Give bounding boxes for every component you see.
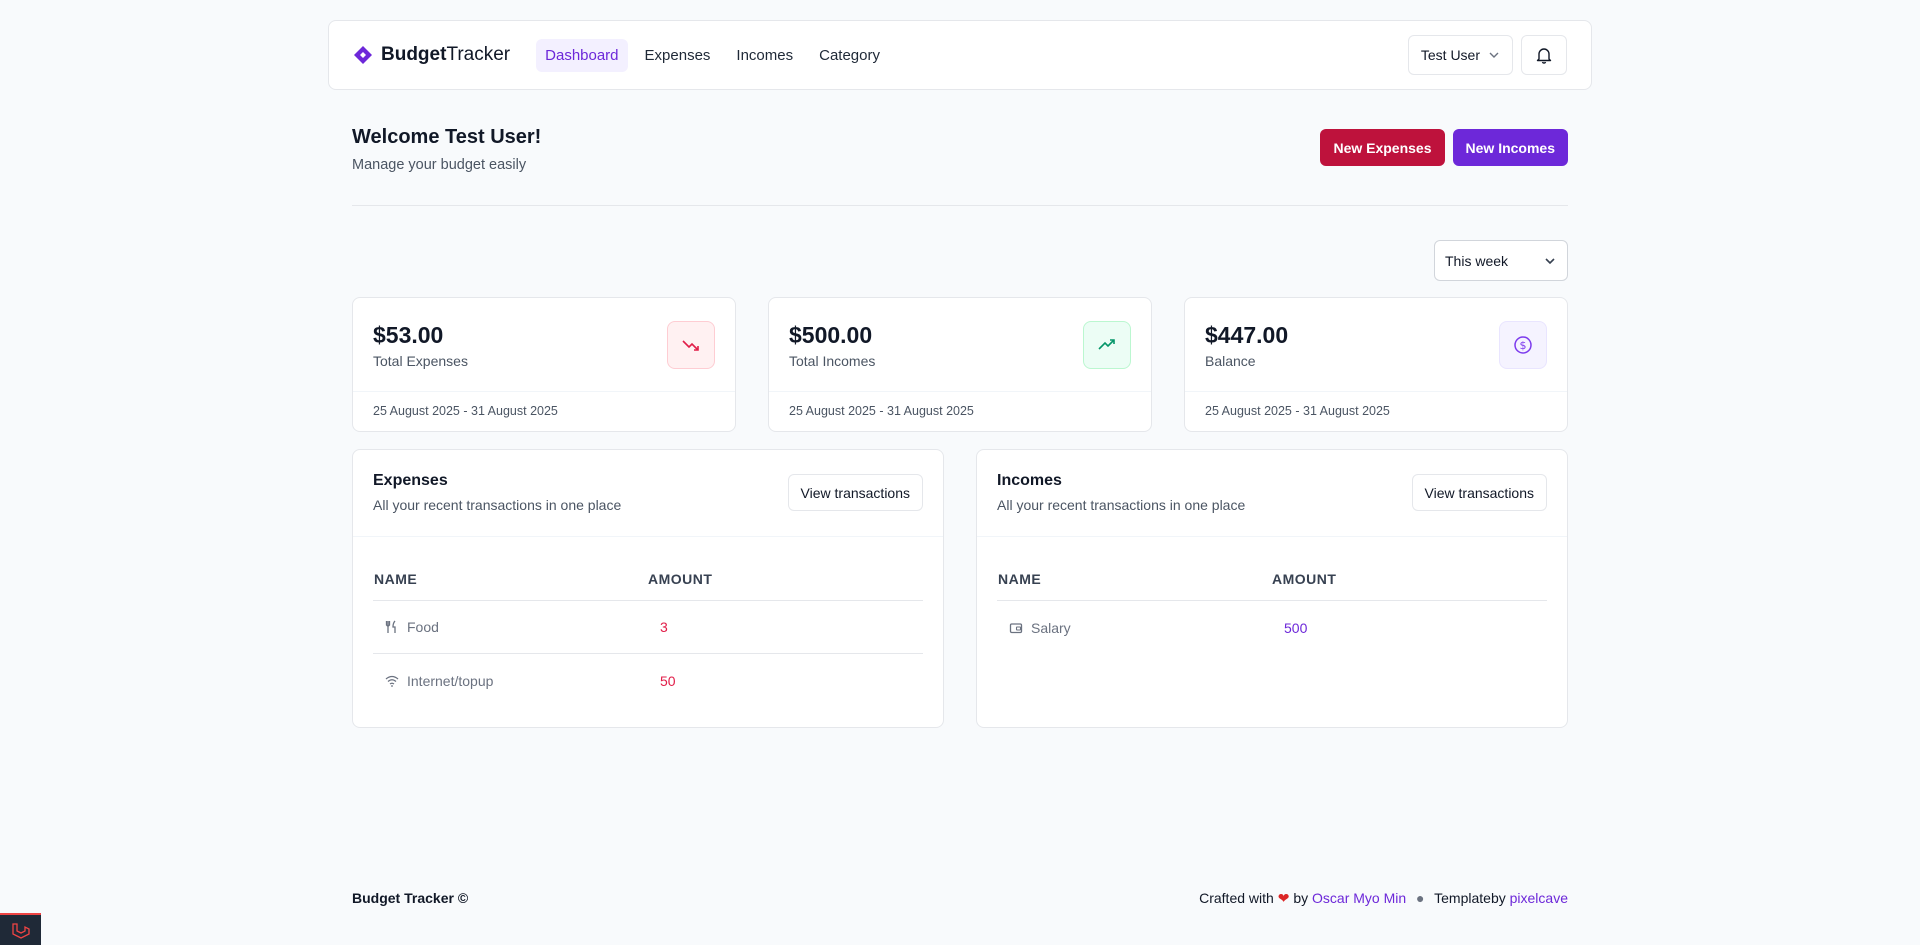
logo-text-bold: Budget — [381, 44, 447, 65]
svg-text:$: $ — [1520, 339, 1527, 352]
stat-card-balance: $447.00 Balance $ 25 August 2025 - 31 Au… — [1184, 297, 1568, 432]
nav-expenses[interactable]: Expenses — [644, 46, 711, 64]
table-row[interactable]: Internet/topup 50 — [373, 654, 923, 707]
new-incomes-button[interactable]: New Incomes — [1452, 129, 1568, 166]
footer: Budget Tracker © Crafted with ❤ by Oscar… — [352, 890, 1568, 907]
nav-incomes[interactable]: Incomes — [736, 46, 794, 64]
stat-card-expenses: $53.00 Total Expenses 25 August 2025 - 3… — [352, 297, 736, 432]
expenses-table: NAME AMOUNT Food 3 Internet/topup 50 — [373, 557, 923, 707]
footer-template-text: Templateby — [1434, 890, 1506, 906]
card-title: Expenses — [373, 472, 448, 489]
bell-icon — [1536, 48, 1552, 64]
period-selected-value: This week — [1445, 252, 1509, 269]
author-link[interactable]: Oscar Myo Min — [1312, 890, 1407, 906]
incomes-table: NAME AMOUNT Salary 500 — [997, 557, 1547, 654]
stat-label: Total Expenses — [373, 353, 468, 369]
stat-range: 25 August 2025 - 31 August 2025 — [789, 404, 974, 418]
footer-credits: Crafted with ❤ by Oscar Myo Min ● Templa… — [1199, 890, 1568, 907]
page-title: Welcome Test User! — [352, 126, 542, 148]
logo[interactable]: BudgetTracker — [353, 44, 510, 66]
stat-range: 25 August 2025 - 31 August 2025 — [373, 404, 558, 418]
row-amount: 3 — [660, 619, 668, 635]
top-navbar: BudgetTracker Dashboard Expenses Incomes… — [328, 20, 1592, 90]
logo-icon — [354, 46, 372, 64]
card-title: Incomes — [997, 472, 1062, 489]
table-row[interactable]: Food 3 — [373, 601, 923, 654]
col-header-amount: AMOUNT — [648, 570, 713, 587]
period-select[interactable]: This week — [1434, 240, 1568, 281]
col-header-name: NAME — [998, 570, 1042, 587]
incomes-card: Incomes All your recent transactions in … — [976, 449, 1568, 728]
view-incomes-button[interactable]: View transactions — [1411, 474, 1547, 511]
row-name: Internet/topup — [407, 672, 494, 689]
wallet-icon — [1009, 622, 1023, 633]
debugbar-toggle[interactable] — [0, 913, 41, 945]
chevron-down-icon — [1545, 257, 1555, 264]
stat-range: 25 August 2025 - 31 August 2025 — [1205, 404, 1390, 418]
nav-category[interactable]: Category — [819, 46, 880, 64]
col-header-amount: AMOUNT — [1272, 570, 1337, 587]
row-amount: 50 — [660, 672, 676, 689]
col-header-name: NAME — [374, 570, 418, 587]
nav-dashboard[interactable]: Dashboard — [536, 38, 628, 72]
dot-separator: ● — [1416, 890, 1425, 906]
stat-value: $447.00 — [1205, 322, 1289, 348]
utensils-icon — [385, 620, 396, 633]
expenses-card: Expenses All your recent transactions in… — [352, 449, 944, 728]
logo-text-light: Tracker — [446, 44, 511, 65]
new-expenses-button[interactable]: New Expenses — [1320, 129, 1445, 166]
user-menu-button[interactable]: Test User — [1407, 35, 1513, 75]
stat-value: $500.00 — [789, 322, 873, 348]
footer-crafted-text: Crafted with — [1199, 890, 1274, 906]
trending-down-icon — [667, 321, 715, 369]
welcome-section: Welcome Test User! Manage your budget ea… — [352, 124, 1568, 206]
user-name: Test User — [1420, 47, 1480, 63]
stat-value: $53.00 — [373, 322, 444, 348]
laravel-logo-icon — [11, 923, 30, 939]
stat-card-incomes: $500.00 Total Incomes 25 August 2025 - 3… — [768, 297, 1152, 432]
footer-by-text: by — [1293, 890, 1309, 906]
row-amount: 500 — [1284, 619, 1308, 636]
chevron-down-icon — [1489, 52, 1499, 58]
card-subtitle: All your recent transactions in one plac… — [997, 497, 1246, 513]
stat-label: Total Incomes — [789, 353, 876, 369]
footer-brand: Budget Tracker © — [352, 890, 469, 906]
row-name: Food — [407, 619, 439, 635]
view-expenses-button[interactable]: View transactions — [787, 474, 923, 511]
heart-icon: ❤ — [1277, 890, 1290, 906]
stat-label: Balance — [1205, 353, 1256, 369]
trending-up-icon — [1083, 321, 1131, 369]
notifications-button[interactable] — [1521, 35, 1567, 75]
card-subtitle: All your recent transactions in one plac… — [373, 497, 622, 513]
row-name: Salary — [1031, 619, 1071, 636]
page-subtitle: Manage your budget easily — [352, 157, 527, 173]
wifi-icon — [385, 675, 399, 687]
dollar-circle-icon: $ — [1499, 321, 1547, 369]
table-row[interactable]: Salary 500 — [997, 601, 1547, 654]
main-nav: Dashboard Expenses Incomes Category — [536, 38, 889, 72]
pixelcave-link[interactable]: pixelcave — [1509, 890, 1568, 906]
